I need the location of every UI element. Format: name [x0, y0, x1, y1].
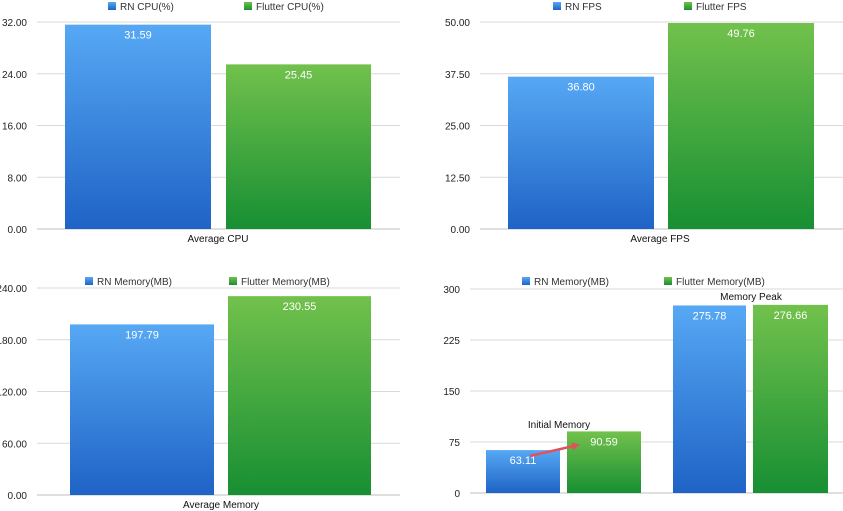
- y-tick-label: 60.00: [2, 439, 27, 450]
- x-axis-label: Average CPU: [188, 234, 249, 245]
- legend-swatch: [108, 2, 116, 10]
- bar-value-label: 275.78: [693, 310, 727, 322]
- legend-label: RN FPS: [565, 2, 602, 13]
- y-tick-label: 300: [443, 285, 460, 296]
- legend-label: RN CPU(%): [120, 2, 174, 13]
- bar-value-label: 49.76: [727, 28, 755, 40]
- legend-swatch: [553, 2, 561, 10]
- legend-label: Flutter FPS: [696, 2, 747, 13]
- bar-value-label: 230.55: [283, 301, 317, 313]
- y-tick-label: 240.00: [0, 284, 27, 295]
- bar-value-label: 197.79: [125, 329, 159, 341]
- legend-swatch: [229, 277, 237, 285]
- chart-4: 0 75 150 225 300 RN Memory(MB) Flutter Memory(…: [443, 277, 843, 500]
- y-tick-label: 25.00: [445, 122, 470, 133]
- bar-value-label: 90.59: [590, 436, 618, 448]
- bar-value-label: 63.11: [510, 455, 537, 467]
- legend-label: Flutter CPU(%): [256, 2, 324, 13]
- y-tick-label: 150: [443, 387, 460, 398]
- category-annotation: Initial Memory: [528, 420, 590, 431]
- bar: [228, 296, 371, 495]
- chart-3: 0.00 60.00 120.00 180.00 240.00 RN Memory(MB)…: [0, 277, 400, 511]
- bar: [567, 431, 641, 493]
- annotation-arrow: [529, 442, 580, 458]
- bar-value-label: 276.66: [774, 310, 808, 322]
- bar: [226, 64, 371, 229]
- y-tick-label: 8.00: [8, 173, 28, 184]
- y-tick-label: 180.00: [0, 336, 27, 347]
- bar: [673, 305, 746, 493]
- legend-label: Flutter Memory(MB): [241, 277, 330, 288]
- bar: [486, 450, 560, 493]
- y-tick-label: 37.50: [445, 70, 470, 81]
- chart-2: 0.00 12.50 25.00 37.50 50.00 RN FPS Flutter FP…: [445, 2, 843, 245]
- legend-swatch: [244, 2, 252, 10]
- y-tick-label: 225: [443, 336, 460, 347]
- legend-label: RN Memory(MB): [97, 277, 172, 288]
- bar: [70, 324, 214, 495]
- y-tick-label: 0.00: [8, 225, 28, 236]
- bar: [753, 304, 828, 493]
- legend-swatch: [684, 2, 692, 10]
- bar: [668, 22, 814, 229]
- bar: [508, 76, 654, 229]
- y-tick-label: 0: [454, 489, 460, 500]
- y-tick-label: 12.50: [445, 173, 470, 184]
- y-tick-label: 0.00: [8, 491, 28, 502]
- y-tick-label: 32.00: [2, 18, 27, 29]
- chart-1: 0.00 8.00 16.00 24.00 32.00 RN CPU(%) Flutter …: [2, 2, 400, 245]
- bar-value-label: 31.59: [124, 30, 152, 42]
- y-tick-label: 50.00: [445, 18, 470, 29]
- bar: [65, 24, 211, 229]
- y-tick-label: 120.00: [0, 388, 27, 399]
- y-tick-label: 75: [449, 438, 461, 449]
- x-axis-label: Average Memory: [183, 500, 259, 511]
- legend-label: Flutter Memory(MB): [676, 277, 765, 288]
- category-annotation: Memory Peak: [720, 292, 783, 303]
- legend-swatch: [85, 277, 93, 285]
- bar-value-label: 36.80: [567, 82, 595, 94]
- y-tick-label: 0.00: [451, 225, 471, 236]
- legend-label: RN Memory(MB): [534, 277, 609, 288]
- x-axis-label: Average FPS: [630, 234, 690, 245]
- y-tick-label: 24.00: [2, 70, 27, 81]
- y-tick-label: 16.00: [2, 122, 27, 133]
- legend-swatch: [522, 277, 530, 285]
- legend-swatch: [664, 277, 672, 285]
- bar-value-label: 25.45: [285, 69, 313, 81]
